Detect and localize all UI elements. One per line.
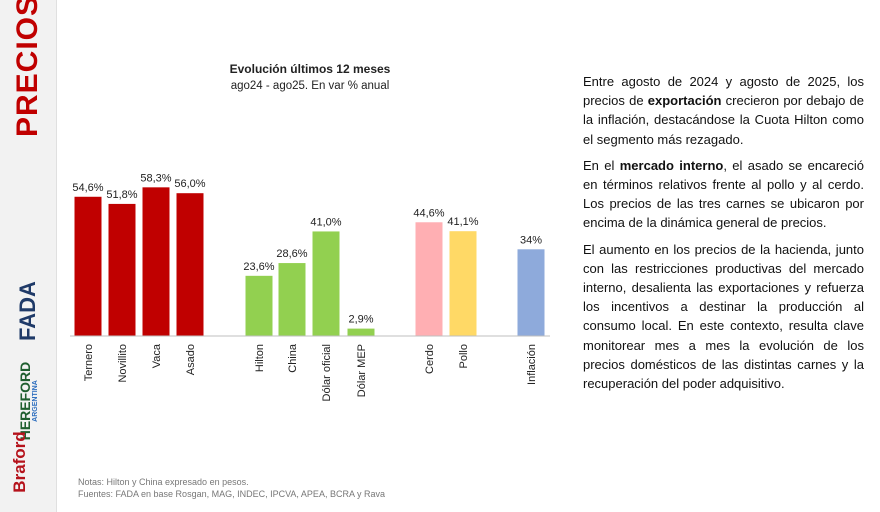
commentary-emphasis: mercado interno (619, 157, 724, 173)
bar-novillito (108, 203, 136, 336)
category-label: Dólar oficial (321, 344, 333, 401)
section-label: PRECIOS (11, 0, 44, 137)
category-label: Asado (185, 344, 197, 375)
bar-vaca (142, 187, 170, 336)
data-label: 54,6% (72, 182, 103, 194)
hereford-logo-sub: ARGENTINA (32, 380, 39, 422)
sidebar: PRECIOS FADA HEREFORD ARGENTINA Braford (0, 0, 57, 512)
notes-line-1: Notas: Hilton y China expresado en pesos… (78, 477, 249, 487)
bar-china (278, 263, 306, 336)
category-label: Pollo (458, 344, 470, 368)
data-label: 34% (520, 234, 542, 246)
commentary-text: El aumento en los precios de la hacienda… (583, 241, 864, 392)
category-label: China (287, 343, 299, 373)
data-label: 56,0% (174, 178, 205, 190)
category-label: Cerdo (424, 344, 436, 374)
bar-dólar-oficial (312, 231, 340, 336)
bar-asado (176, 193, 204, 336)
data-label: 2,9% (348, 314, 373, 326)
commentary-text: En el (583, 157, 620, 173)
category-label: Inflación (526, 344, 538, 385)
fada-logo: FADA (15, 281, 40, 341)
commentary-text: crecieron por debajo de la inflación, de… (583, 93, 864, 147)
bar-ternero (74, 196, 102, 336)
data-label: 28,6% (276, 248, 307, 260)
commentary-paragraph-2: En el mercado interno, el asado se encar… (583, 156, 864, 233)
commentary-paragraph-3: El aumento en los precios de la hacienda… (583, 240, 864, 394)
braford-logo: Braford (10, 431, 29, 493)
category-label: Vaca (151, 343, 163, 368)
chart-title: Evolución últimos 12 meses (229, 62, 391, 76)
chart-subtitle: ago24 - ago25. En var % anual (230, 80, 390, 92)
bar-inflación (517, 249, 545, 336)
commentary-emphasis: exportación (647, 93, 722, 109)
data-label: 41,1% (447, 216, 478, 228)
data-label: 51,8% (106, 189, 137, 201)
data-label: 23,6% (243, 261, 274, 273)
category-label: Hilton (254, 344, 266, 372)
commentary-text: Entre agosto de 2024 y agosto de 2025, l… (583, 74, 864, 109)
category-label: Ternero (83, 344, 95, 381)
bar-cerdo (415, 222, 443, 336)
commentary-paragraph-1: Entre agosto de 2024 y agosto de 2025, l… (583, 72, 864, 149)
chart-notes: Notas: Hilton y China expresado en pesos… (78, 476, 385, 500)
bar-dólar-mep (347, 328, 375, 336)
bar-chart: 54,6% Ternero 51,8% Novillito 58,3% Vaca 56,0%… (70, 172, 550, 401)
data-label: 44,6% (413, 207, 444, 219)
data-label: 41,0% (310, 216, 341, 228)
commentary-text: , el asado se encareció en términos rela… (583, 157, 865, 231)
data-label: 58,3% (140, 172, 171, 184)
bar-hilton (245, 275, 273, 336)
bar-pollo (449, 231, 477, 336)
commentary-panel: Entre agosto de 2024 y agosto de 2025, l… (583, 72, 864, 400)
category-label: Novillito (117, 344, 129, 383)
notes-line-2: Fuentes: FADA en base Rosgan, MAG, INDEC… (78, 489, 385, 499)
category-label: Dólar MEP (356, 344, 368, 397)
